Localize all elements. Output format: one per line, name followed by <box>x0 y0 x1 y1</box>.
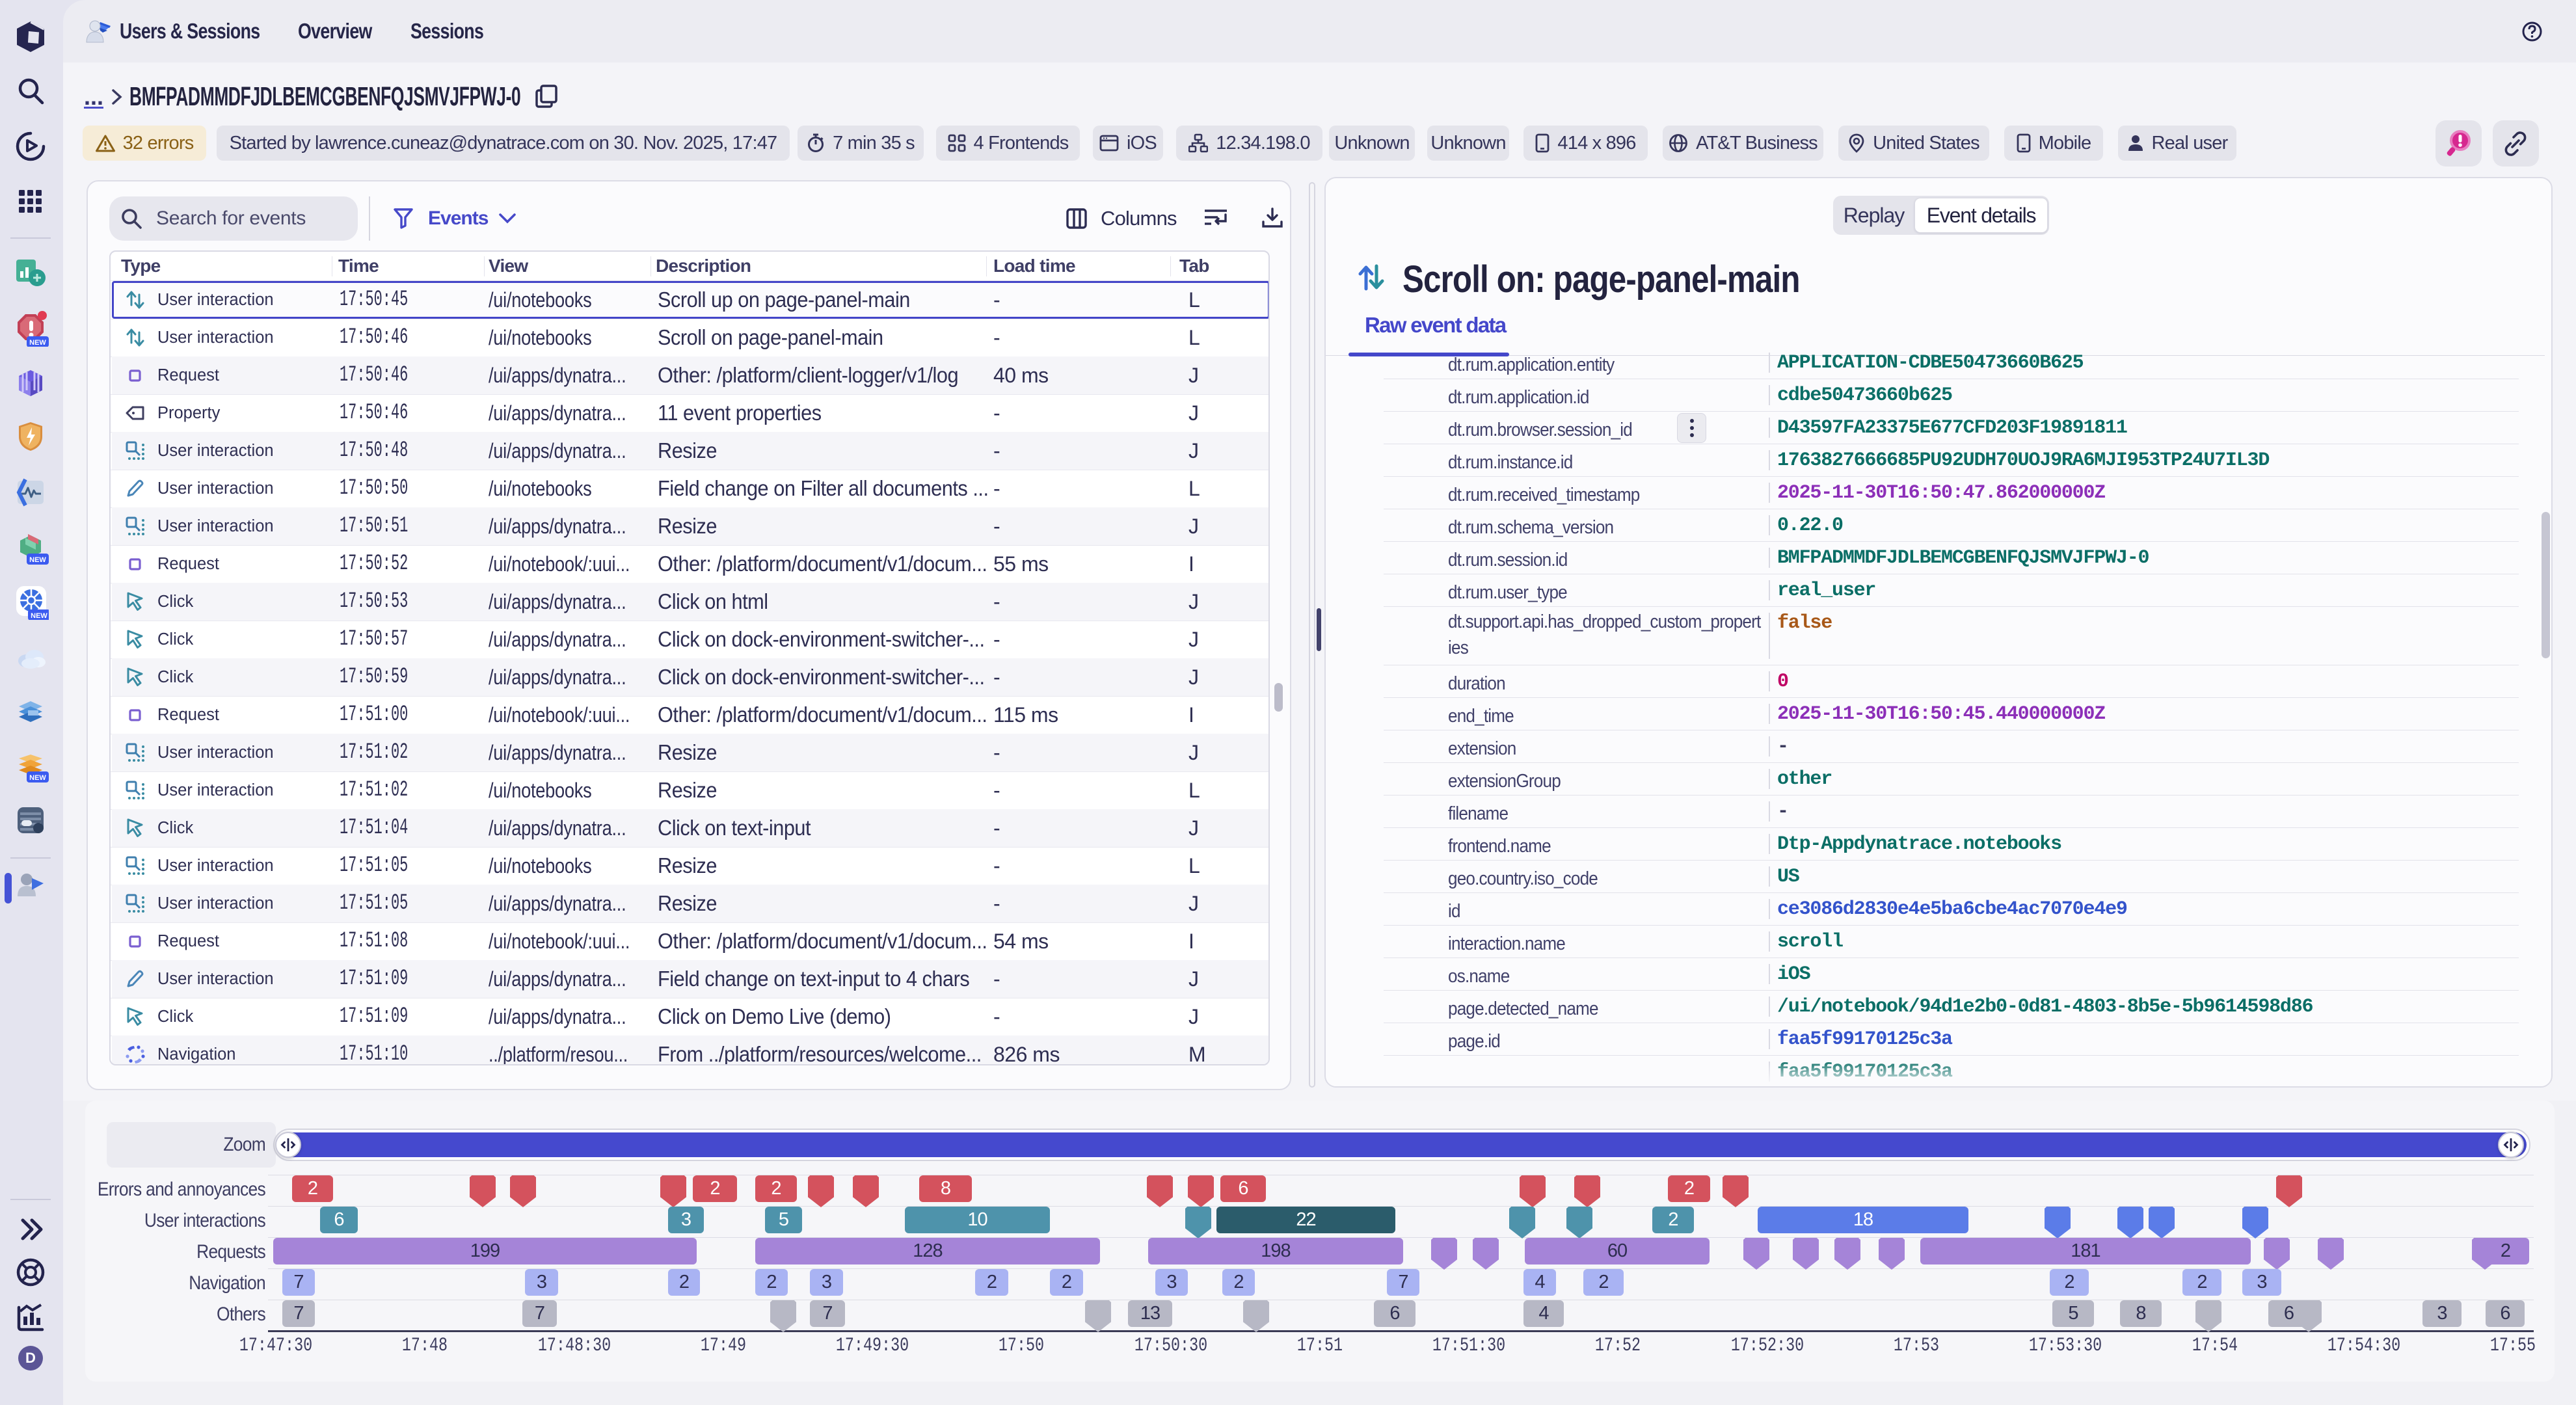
svg-text:NEW: NEW <box>29 339 46 347</box>
svg-text:NEW: NEW <box>31 612 47 620</box>
svg-text:NEW: NEW <box>29 774 46 782</box>
svg-text:NEW: NEW <box>29 556 46 564</box>
